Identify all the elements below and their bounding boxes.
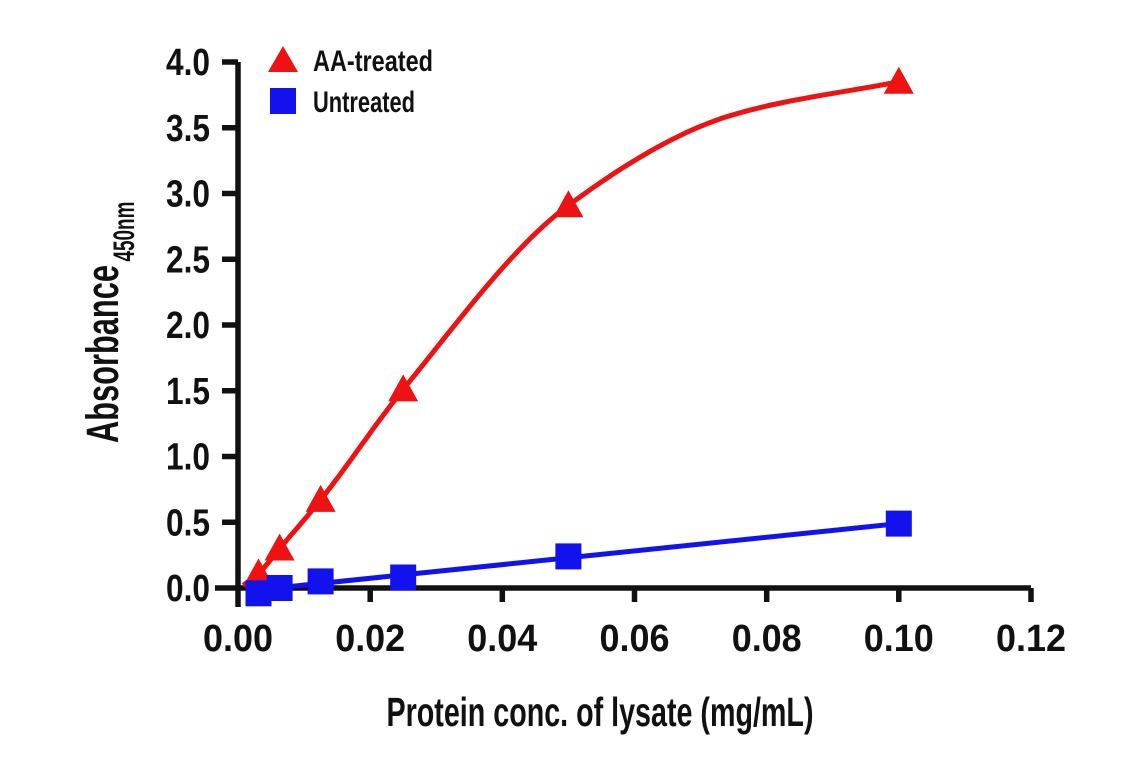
y-tick-label: 2.5 [166,239,210,281]
legend: AA-treated Untreated [268,45,433,119]
y-axis-title: Absorbance 450nm [77,202,141,443]
triangle-marker [243,558,274,586]
square-marker [555,543,582,570]
x-tick-label: 0.08 [732,618,802,660]
x-tick-label: 0.00 [203,618,273,660]
legend-square-icon [270,88,296,114]
x-tick-label: 0.02 [335,618,405,660]
triangle-marker [305,484,336,512]
triangle-marker [388,374,419,402]
x-axis-title: Protein conc. of lysate (mg/mL) [387,689,814,735]
series-layer [241,66,914,607]
x-tick-label: 0.06 [600,618,670,660]
y-tick-label: 0.0 [166,568,210,610]
triangle-marker [264,533,295,561]
square-marker [266,575,293,601]
square-marker [885,510,912,537]
y-axis-title-main: Absorbance [77,265,128,443]
triangle-marker [883,66,914,94]
series-line-aa-treated [241,79,900,588]
legend-label-aa-treated: AA-treated [313,45,433,78]
y-tick-label: 3.0 [166,174,210,216]
y-tick-label: 1.5 [166,371,210,413]
y-tick-label: 4.0 [166,42,210,84]
y-tick-label: 1.0 [166,437,210,479]
legend-triangle-icon [268,46,298,72]
y-axis-title-subscript: 450nm [108,202,141,262]
triangle-marker [553,190,584,218]
x-tick-label: 0.04 [467,618,537,660]
square-marker [390,564,417,591]
y-tick-label: 2.0 [166,305,210,347]
axis-lines [215,59,1034,607]
legend-label-untreated: Untreated [313,86,415,119]
square-marker [307,568,334,595]
y-tick-label: 0.5 [166,502,210,544]
y-tick-label: 3.5 [166,108,210,150]
axes-layer: 0.00 0.02 0.04 0.06 0.08 0.10 0.12 0.0 0.5 1.0 1.5… [166,42,1066,660]
x-tick-label: 0.10 [864,618,934,660]
x-tick-label: 0.12 [996,618,1066,660]
